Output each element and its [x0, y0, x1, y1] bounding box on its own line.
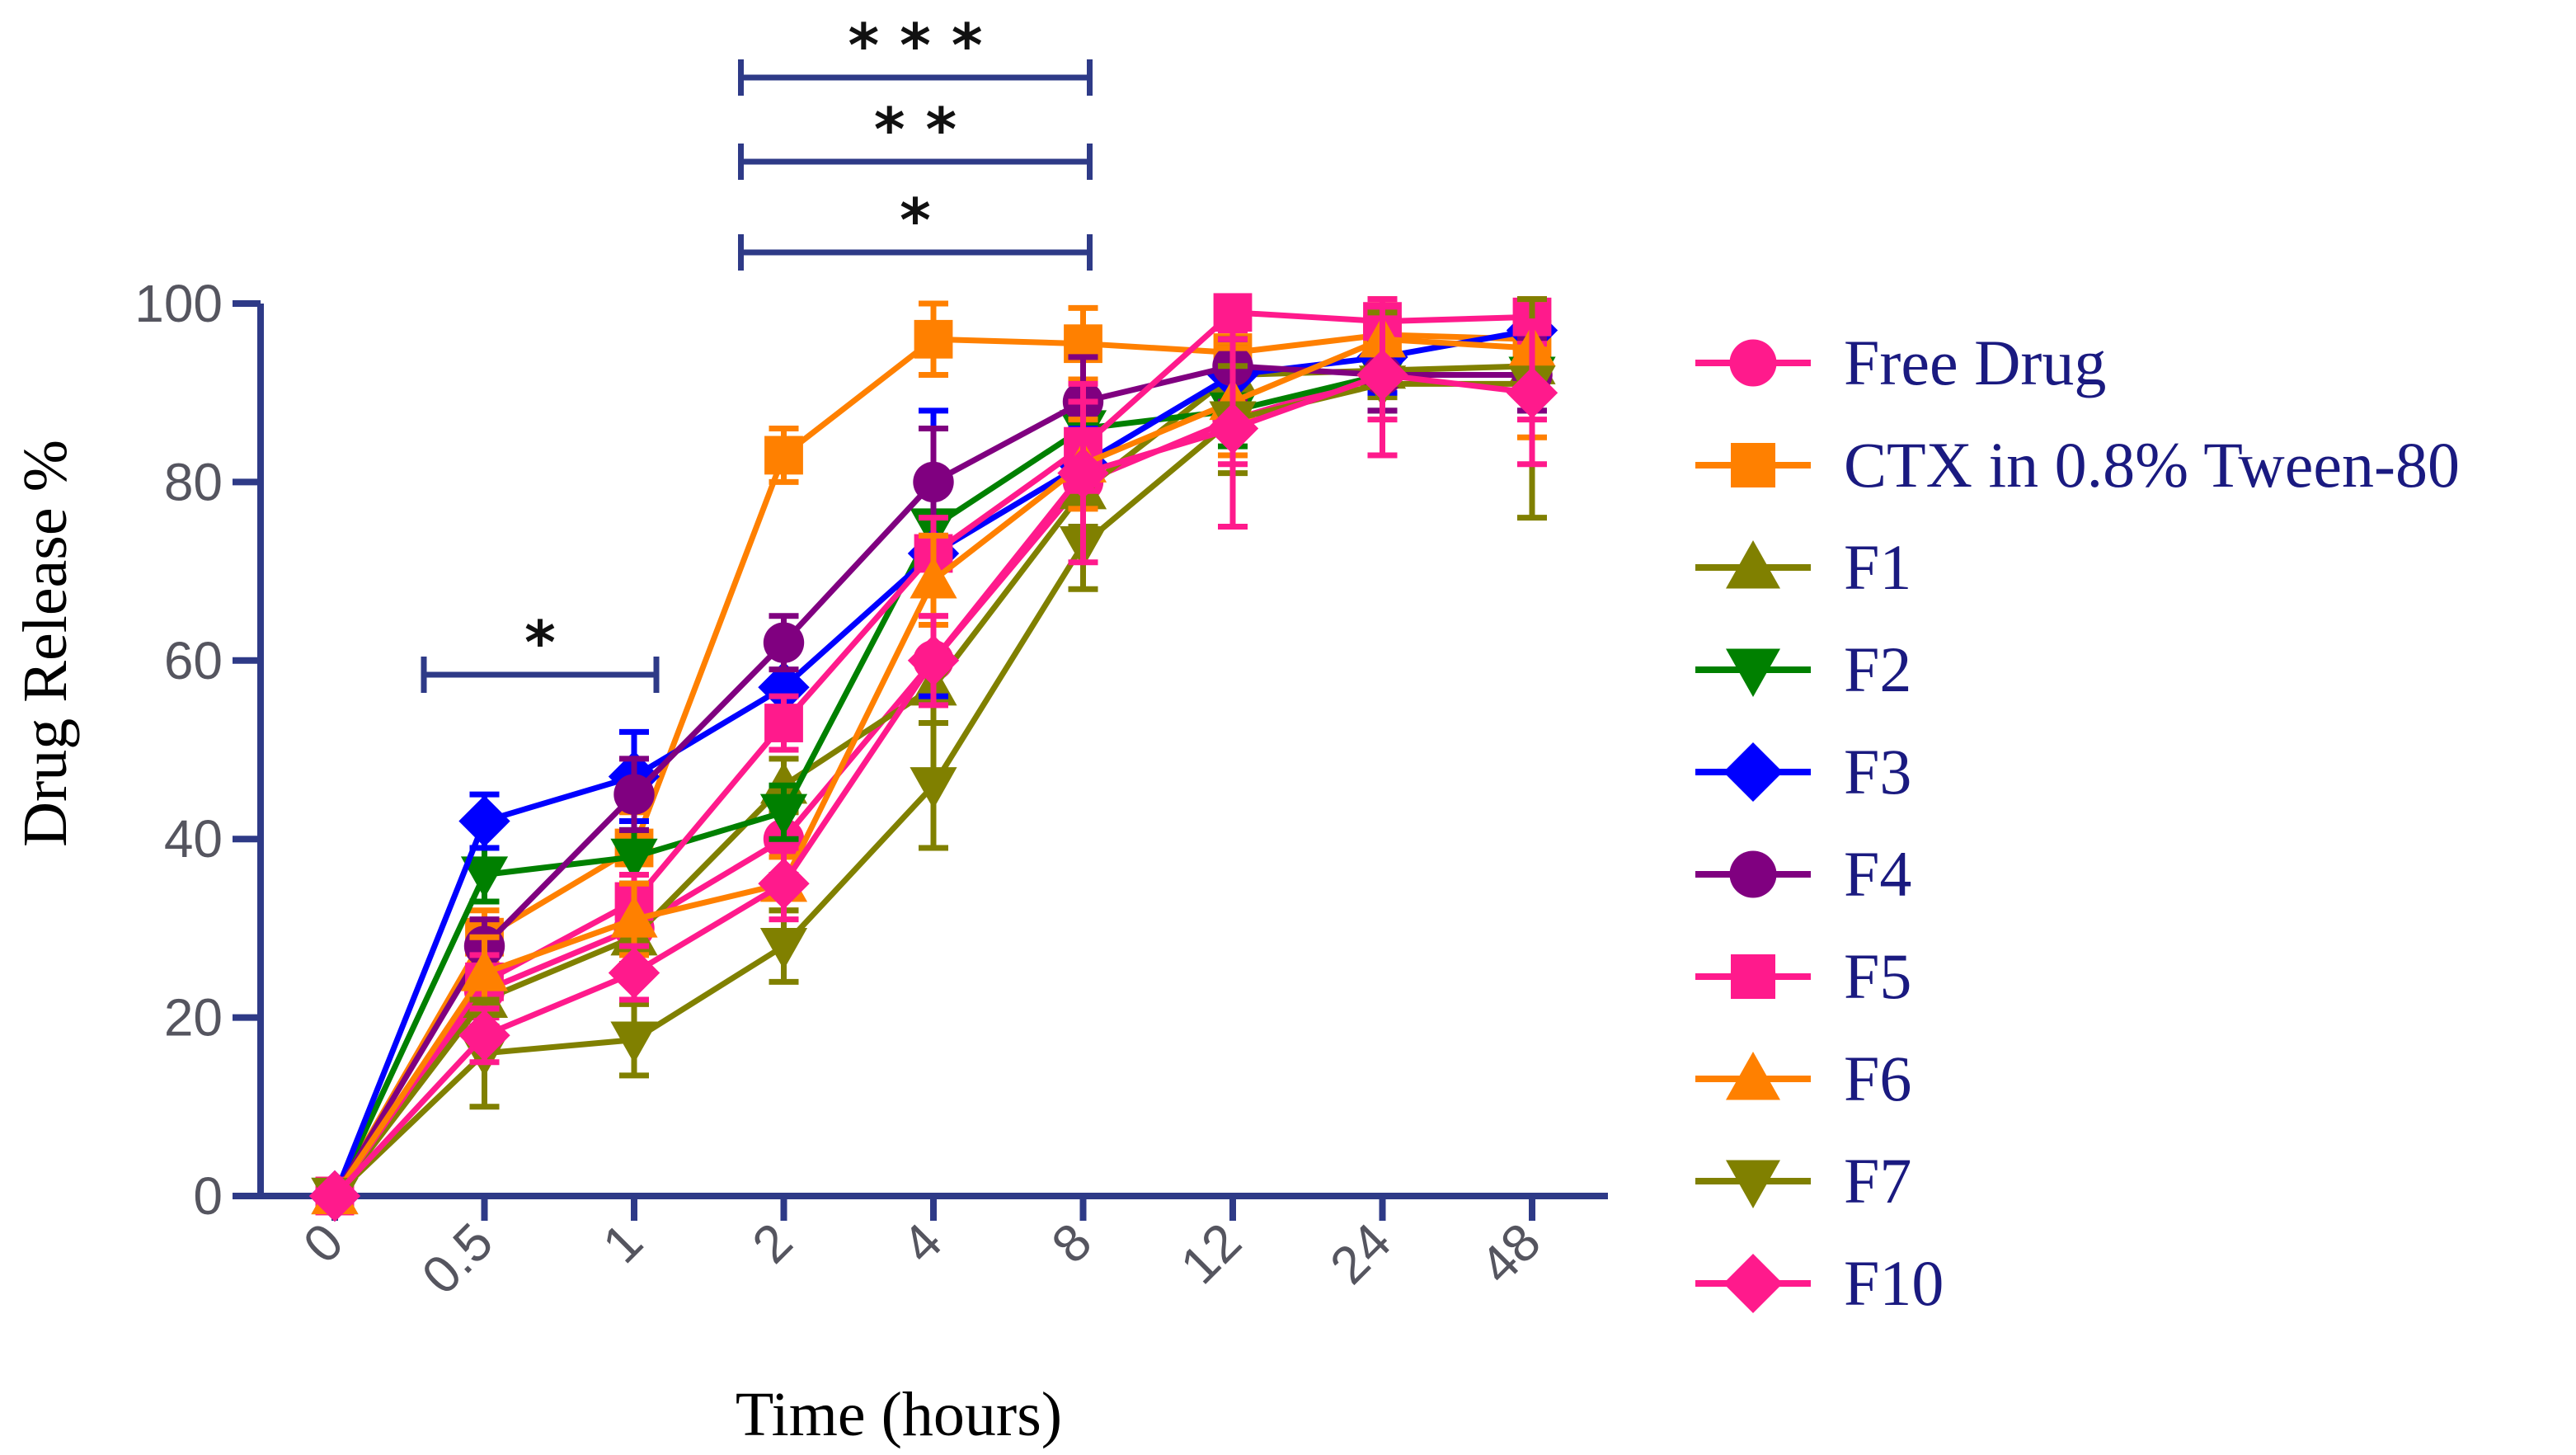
legend-item: F4 [1695, 838, 1911, 910]
legend-item: F2 [1695, 633, 1911, 705]
x-tick-label: 0 [292, 1212, 355, 1274]
significance-label: * [524, 608, 556, 677]
data-point [460, 949, 509, 991]
legend-swatch-marker [1726, 1160, 1780, 1208]
significance-annotations: * * * * * * * [421, 11, 1093, 693]
data-point [460, 856, 509, 899]
data-series [308, 293, 1558, 1222]
legend-label: F6 [1844, 1043, 1911, 1114]
legend-swatch-marker [1726, 648, 1780, 697]
data-point [759, 793, 808, 836]
legend-item: F1 [1695, 531, 1911, 603]
y-tick-label: 80 [164, 452, 223, 511]
data-point [764, 704, 803, 742]
legend-swatch-marker [1731, 954, 1775, 999]
legend-swatch-marker [1731, 443, 1775, 487]
significance-label: * [900, 186, 931, 255]
y-tick-label: 20 [164, 988, 223, 1048]
data-point [914, 319, 953, 359]
data-point [1506, 367, 1558, 419]
data-point [458, 1010, 510, 1062]
series-f10 [308, 296, 1558, 1222]
legend-label: Free Drug [1844, 327, 2106, 398]
legend: Free Drug CTX in 0.8% Tween-80 F1 F2 F3 F4 F5 F… [1695, 327, 2460, 1319]
data-point [610, 895, 658, 938]
significance-bracket: * [421, 608, 660, 693]
legend-swatch-marker [1723, 742, 1783, 802]
x-axis-title: Time (hours) [736, 1380, 1062, 1449]
data-point [910, 767, 957, 809]
x-tick-label: 24 [1319, 1212, 1402, 1295]
legend-swatch-marker [1723, 1254, 1783, 1313]
data-point [610, 1021, 658, 1064]
y-tick-label: 60 [164, 631, 223, 690]
legend-label: F4 [1844, 838, 1911, 910]
legend-item: F5 [1695, 940, 1911, 1012]
data-point [763, 622, 805, 663]
data-point [1057, 447, 1109, 499]
legend-label: F10 [1844, 1247, 1944, 1319]
data-point [758, 858, 810, 910]
x-tick-label: 1 [591, 1212, 654, 1274]
data-point [758, 662, 810, 713]
legend-swatch-marker [1726, 540, 1780, 589]
legend-label: CTX in 0.8% Tween-80 [1844, 429, 2460, 501]
data-point [910, 556, 957, 599]
data-point [608, 947, 660, 999]
data-point [1356, 349, 1408, 401]
data-point [907, 634, 960, 686]
x-tick-label: 0.5 [411, 1212, 505, 1306]
data-point [610, 838, 658, 881]
legend-label: F1 [1844, 531, 1911, 603]
legend-swatch-marker [1729, 339, 1777, 387]
significance-bracket: * [738, 186, 1093, 271]
legend-item: F10 [1695, 1247, 1944, 1319]
data-point [1213, 293, 1253, 332]
x-tick-label: 12 [1169, 1212, 1253, 1295]
data-point [764, 436, 803, 475]
x-tick-label: 4 [891, 1212, 953, 1274]
y-tick-label: 100 [134, 274, 223, 333]
legend-swatch-marker [1726, 1052, 1780, 1100]
legend-label: F7 [1844, 1145, 1911, 1217]
significance-label: * * * [848, 11, 982, 80]
legend-item: CTX in 0.8% Tween-80 [1695, 429, 2460, 501]
legend-item: F3 [1695, 736, 1911, 808]
legend-label: F5 [1844, 940, 1911, 1012]
legend-swatch-marker [1729, 850, 1777, 898]
x-tick-label: 2 [740, 1212, 803, 1274]
data-point [1206, 403, 1259, 454]
data-point [613, 774, 655, 815]
legend-item: Free Drug [1695, 327, 2106, 398]
x-tick-label: 8 [1040, 1212, 1102, 1274]
data-point [759, 927, 808, 970]
data-point [913, 461, 954, 503]
x-tick-label: 48 [1469, 1212, 1552, 1295]
legend-label: F3 [1844, 736, 1911, 808]
legend-label: F2 [1844, 633, 1911, 705]
data-point [308, 1170, 361, 1222]
legend-item: F6 [1695, 1043, 1911, 1114]
significance-bracket: * * * [738, 11, 1093, 96]
y-tick-label: 40 [164, 809, 223, 869]
data-point [458, 795, 510, 847]
significance-label: * * [874, 95, 957, 164]
y-axis-title: Drug Release % [11, 440, 80, 847]
significance-bracket: * * [738, 95, 1093, 180]
y-tick-label: 0 [193, 1166, 223, 1226]
legend-item: F7 [1695, 1145, 1911, 1217]
